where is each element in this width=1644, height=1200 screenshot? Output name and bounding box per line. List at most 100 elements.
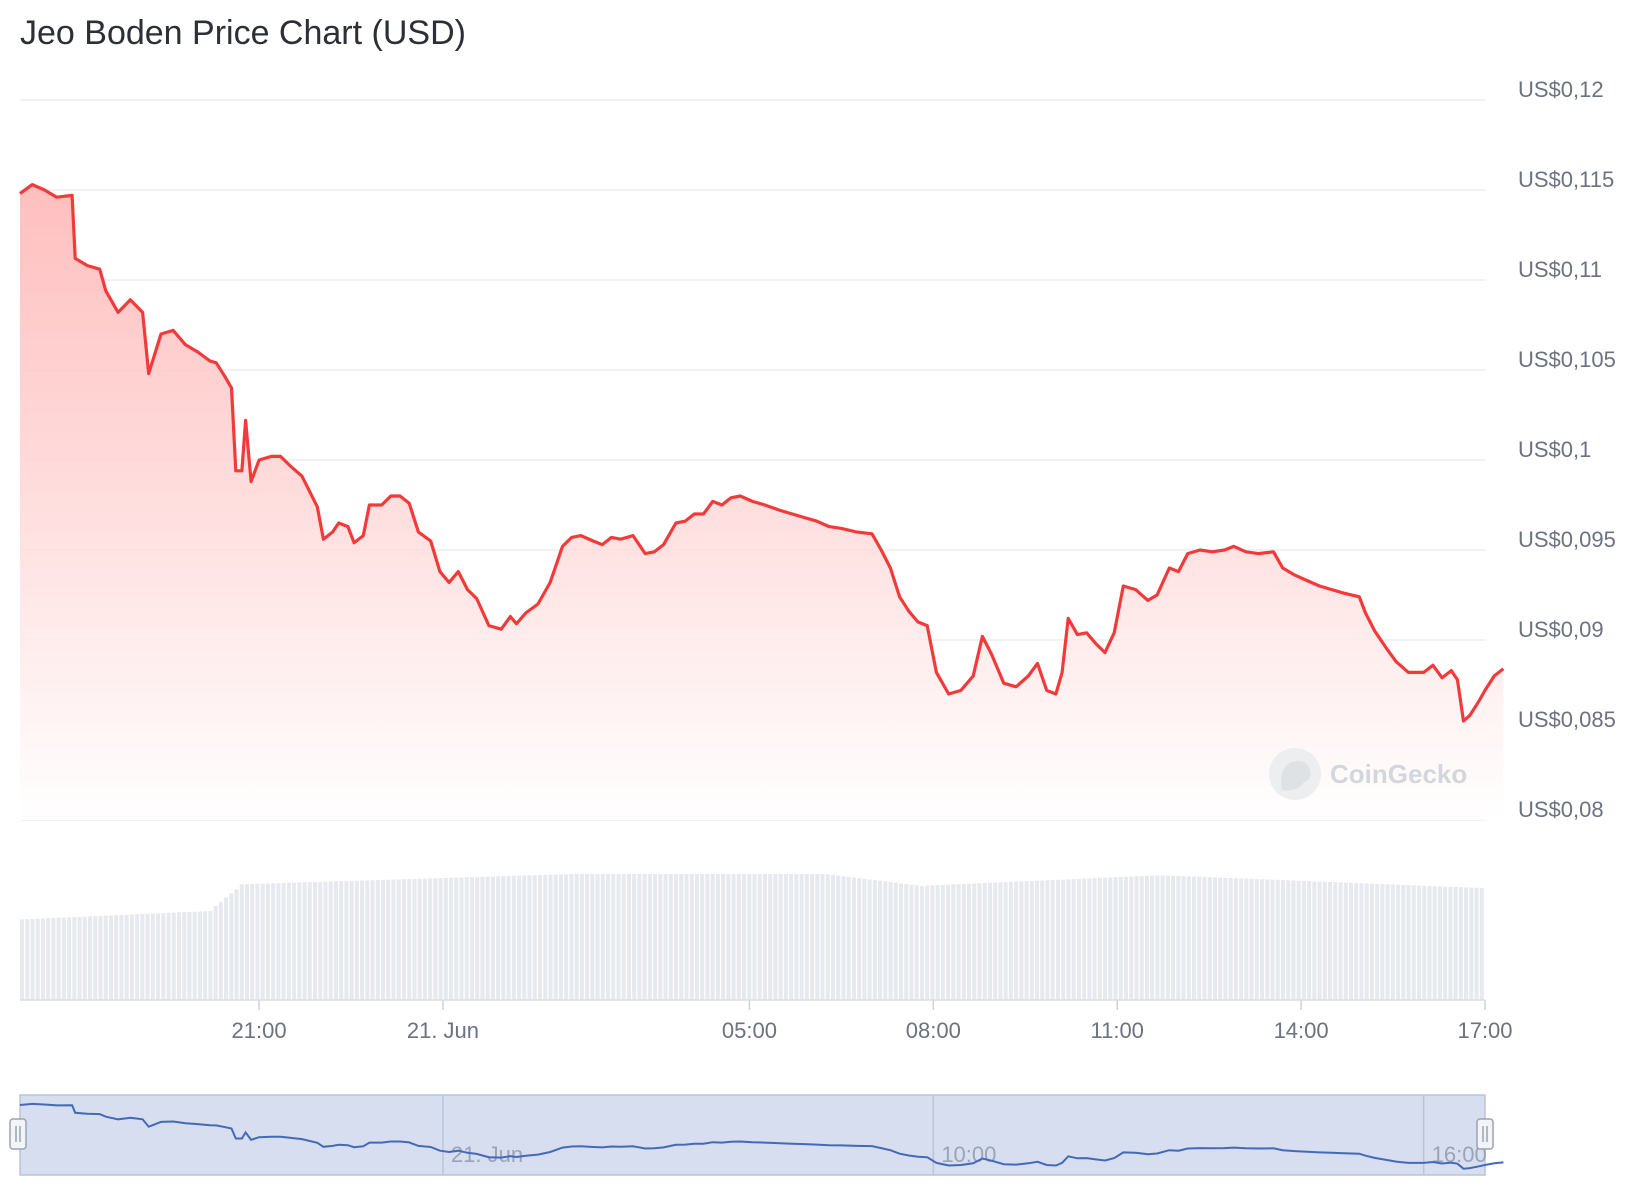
volume-bar xyxy=(20,919,25,1000)
volume-bar xyxy=(621,873,626,1000)
volume-bar xyxy=(307,882,312,1000)
volume-bar xyxy=(360,880,365,1000)
navigator-right-handle[interactable] xyxy=(1476,1118,1494,1150)
volume-bar xyxy=(1029,880,1034,1000)
volume-bar xyxy=(375,880,380,1000)
volume-bar xyxy=(590,873,595,1000)
volume-bar xyxy=(1045,880,1050,1000)
volume-bar xyxy=(663,873,668,1000)
volume-bar xyxy=(1359,883,1364,1000)
volume-bar xyxy=(485,876,490,1000)
volume-bar xyxy=(1458,887,1463,1000)
chart-title: Jeo Boden Price Chart (USD) xyxy=(20,14,466,52)
volume-bar xyxy=(799,873,804,1000)
volume-bar xyxy=(166,912,171,1000)
volume-bar xyxy=(213,905,218,1000)
volume-bar xyxy=(501,876,506,1000)
volume-bar xyxy=(1291,880,1296,1000)
volume-bar xyxy=(1443,886,1448,1000)
volume-bar xyxy=(229,893,234,1000)
y-tick-label: US$0,085 xyxy=(1518,707,1616,732)
volume-bar xyxy=(1003,882,1008,1000)
volume-bar xyxy=(244,884,250,1000)
volume-bar xyxy=(1396,884,1401,1000)
volume-bar xyxy=(872,880,877,1000)
volume-bar xyxy=(1333,882,1338,1000)
volume-bar xyxy=(250,883,255,1000)
volume-bar xyxy=(653,873,658,1000)
volume-bar xyxy=(323,881,328,1000)
volume-bar xyxy=(1380,884,1385,1000)
volume-bar xyxy=(1469,887,1474,1000)
volume-bar xyxy=(810,873,815,1000)
price-line[interactable] xyxy=(19,183,1505,723)
volume-bar xyxy=(1448,886,1453,1000)
volume-bar xyxy=(255,883,260,1000)
volume-bar xyxy=(700,873,705,1000)
volume-bar xyxy=(637,873,642,1000)
volume-bar xyxy=(1296,880,1301,1000)
navigator-left-handle[interactable] xyxy=(9,1118,27,1150)
volume-bar xyxy=(119,914,124,1000)
volume-bar xyxy=(909,884,914,1000)
volume-bar xyxy=(747,873,752,1000)
volume-bar xyxy=(558,874,563,1000)
volume-bar xyxy=(1139,876,1144,1000)
volume-bar xyxy=(1123,876,1129,1000)
volume-bar xyxy=(108,915,113,1000)
volume-bar xyxy=(1150,875,1155,1000)
volume-bar xyxy=(867,879,872,1000)
volume-bar xyxy=(1008,881,1013,1000)
y-axis-labels: US$0,12 US$0,115 US$0,11 US$0,105 US$0,1 US$0… xyxy=(1518,77,1616,822)
volume-bar xyxy=(1432,886,1437,1000)
volume-bar xyxy=(276,883,281,1000)
volume-bar xyxy=(77,916,82,1000)
volume-bar xyxy=(93,916,98,1000)
volume-bar xyxy=(260,883,265,1000)
volume-bar xyxy=(98,915,103,1000)
volume-bar xyxy=(156,913,161,1000)
volume-bar xyxy=(1014,881,1019,1000)
volume-bar xyxy=(511,875,516,1000)
volume-bar xyxy=(1317,881,1322,1000)
volume-bar xyxy=(940,884,945,1000)
volume-bar xyxy=(1066,879,1071,1000)
volume-bar xyxy=(333,881,338,1000)
volume-bar xyxy=(1134,876,1139,1000)
volume-bar xyxy=(830,874,836,1000)
volume-bar xyxy=(365,880,370,1000)
volume-bar xyxy=(977,883,982,1000)
volume-bar xyxy=(354,880,359,1000)
volume-bar xyxy=(851,877,856,1000)
volume-bar xyxy=(1165,875,1170,1000)
volume-bar xyxy=(412,878,417,1000)
volume-bar xyxy=(1364,883,1369,1000)
volume-bar xyxy=(553,874,558,1000)
volume-bar xyxy=(454,877,459,1000)
volume-bar xyxy=(56,917,61,1000)
volume-bar xyxy=(145,913,150,1000)
volume-bar xyxy=(318,881,323,1000)
volume-bar xyxy=(1055,879,1060,1000)
volume-bar xyxy=(783,873,788,1000)
navigator-window[interactable] xyxy=(19,1094,1486,1176)
volume-bar xyxy=(1097,877,1102,1000)
volume-bar xyxy=(1155,875,1160,1000)
volume-bar xyxy=(1071,879,1076,1000)
volume-bar xyxy=(1453,887,1458,1000)
volume-bar xyxy=(292,882,297,1000)
volume-bar xyxy=(658,873,663,1000)
volume-bar xyxy=(616,873,621,1000)
navigator[interactable]: 21. Jun 10:00 16:00 xyxy=(9,1094,1504,1176)
volume-bar xyxy=(893,882,898,1000)
volume-bar xyxy=(1087,878,1092,1000)
navigator-line xyxy=(19,1102,1504,1170)
volume-bar xyxy=(302,882,307,1000)
volume-bar xyxy=(218,901,223,1000)
volume-bar xyxy=(1197,876,1202,1000)
volume-bar xyxy=(1265,879,1270,1000)
volume-bar xyxy=(1186,876,1191,1000)
volume-bar xyxy=(1301,880,1306,1000)
volume-bar xyxy=(574,873,579,1000)
